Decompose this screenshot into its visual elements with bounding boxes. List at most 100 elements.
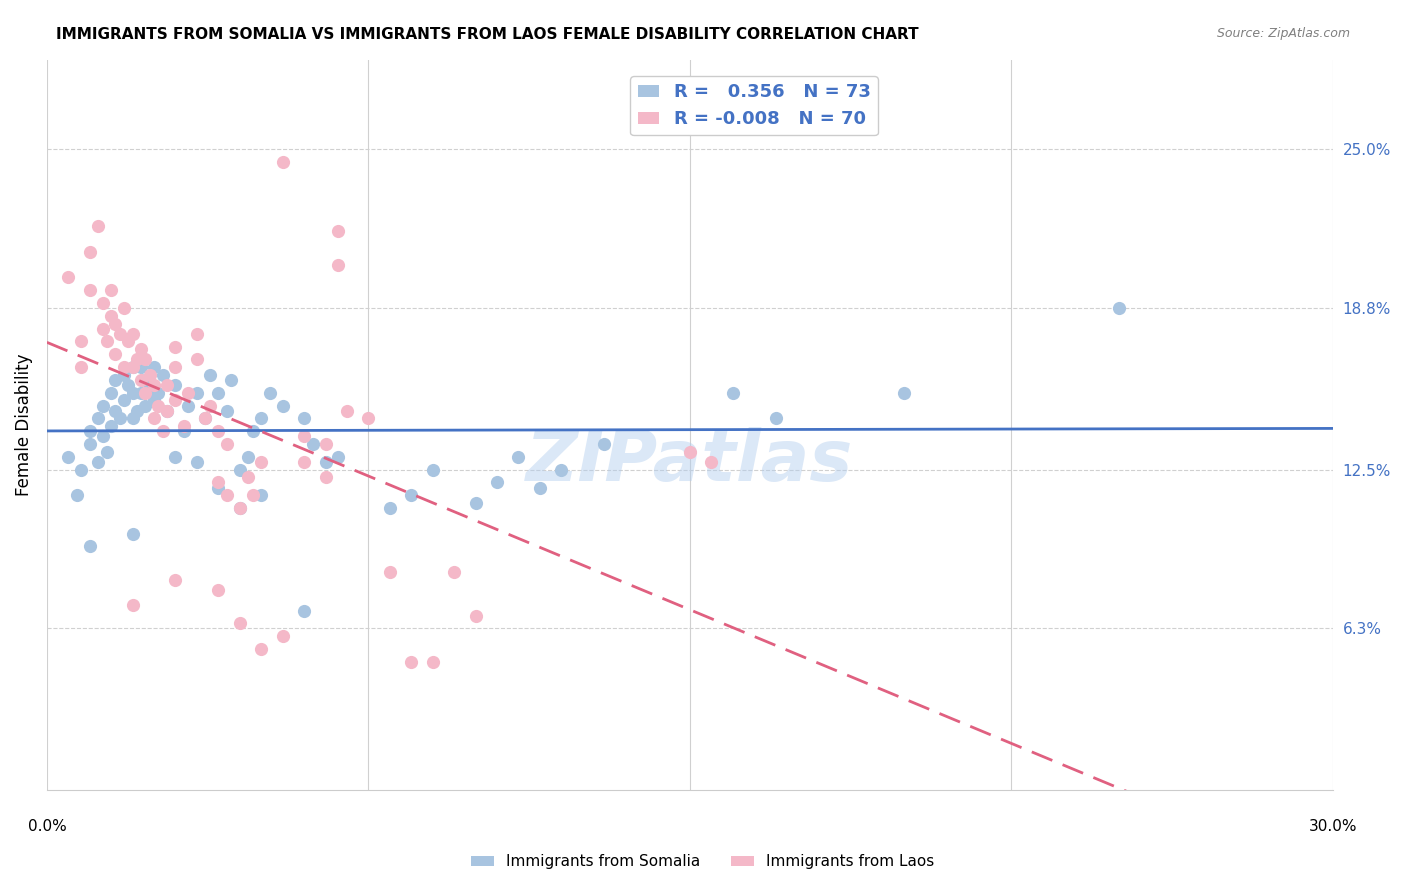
Point [112,393,135,408]
Point [104,317,127,331]
Point [143,378,166,392]
Point [207,481,229,495]
Point [58,450,80,464]
Point [259,385,281,400]
Point [91,429,114,443]
Point [79,424,101,438]
Point [165,340,187,354]
Point [292,603,315,617]
Text: Source: ZipAtlas.com: Source: ZipAtlas.com [1216,27,1350,40]
Point [765,411,787,425]
Point [250,488,273,502]
Point [165,450,187,464]
Point [121,599,143,613]
Point [198,399,221,413]
Point [100,283,122,297]
Point [117,378,139,392]
Point [357,411,380,425]
Point [679,444,702,458]
Point [112,360,135,375]
Point [173,419,195,434]
Point [207,475,229,490]
Point [79,437,101,451]
Point [108,411,131,425]
Point [229,501,252,516]
Point [229,616,252,631]
Point [422,655,444,669]
Point [378,501,401,516]
Point [292,429,315,443]
Point [121,411,143,425]
Point [207,424,229,438]
Point [529,481,551,495]
Point [100,419,122,434]
Point [292,455,315,469]
Point [104,373,127,387]
Point [165,393,187,408]
Point [91,321,114,335]
Point [121,526,143,541]
Point [156,378,179,392]
Text: IMMIGRANTS FROM SOMALIA VS IMMIGRANTS FROM LAOS FEMALE DISABILITY CORRELATION CH: IMMIGRANTS FROM SOMALIA VS IMMIGRANTS FR… [56,27,920,42]
Point [173,424,195,438]
Point [219,373,242,387]
Point [893,385,915,400]
Text: 0.0%: 0.0% [28,819,66,834]
Point [100,385,122,400]
Point [194,411,217,425]
Point [315,470,337,484]
Point [66,488,89,502]
Point [508,450,530,464]
Point [464,496,486,510]
Point [121,360,143,375]
Point [443,565,465,579]
Point [593,437,616,451]
Point [91,399,114,413]
Point [721,385,744,400]
Point [143,393,166,408]
Point [70,360,93,375]
Point [1108,301,1130,315]
Point [139,368,162,382]
Point [79,540,101,554]
Point [134,373,156,387]
Point [186,326,208,341]
Point [165,360,187,375]
Y-axis label: Female Disability: Female Disability [15,353,32,496]
Point [292,411,315,425]
Point [129,360,152,375]
Point [207,385,229,400]
Point [79,283,101,297]
Point [148,385,170,400]
Point [242,488,264,502]
Point [336,403,359,417]
Point [250,455,273,469]
Point [186,385,208,400]
Point [250,642,273,657]
Point [215,488,238,502]
Point [315,455,337,469]
Point [401,488,423,502]
Point [148,399,170,413]
Point [117,334,139,349]
Point [121,385,143,400]
Point [152,424,174,438]
Point [422,462,444,476]
Point [550,462,572,476]
Point [378,565,401,579]
Point [215,403,238,417]
Legend: Immigrants from Somalia, Immigrants from Laos: Immigrants from Somalia, Immigrants from… [465,848,941,875]
Point [108,326,131,341]
Point [121,360,143,375]
Point [134,352,156,367]
Point [58,270,80,285]
Point [250,411,273,425]
Point [207,582,229,597]
Point [229,501,252,516]
Point [112,301,135,315]
Point [96,334,118,349]
Point [129,342,152,356]
Point [112,368,135,382]
Point [229,462,252,476]
Point [186,352,208,367]
